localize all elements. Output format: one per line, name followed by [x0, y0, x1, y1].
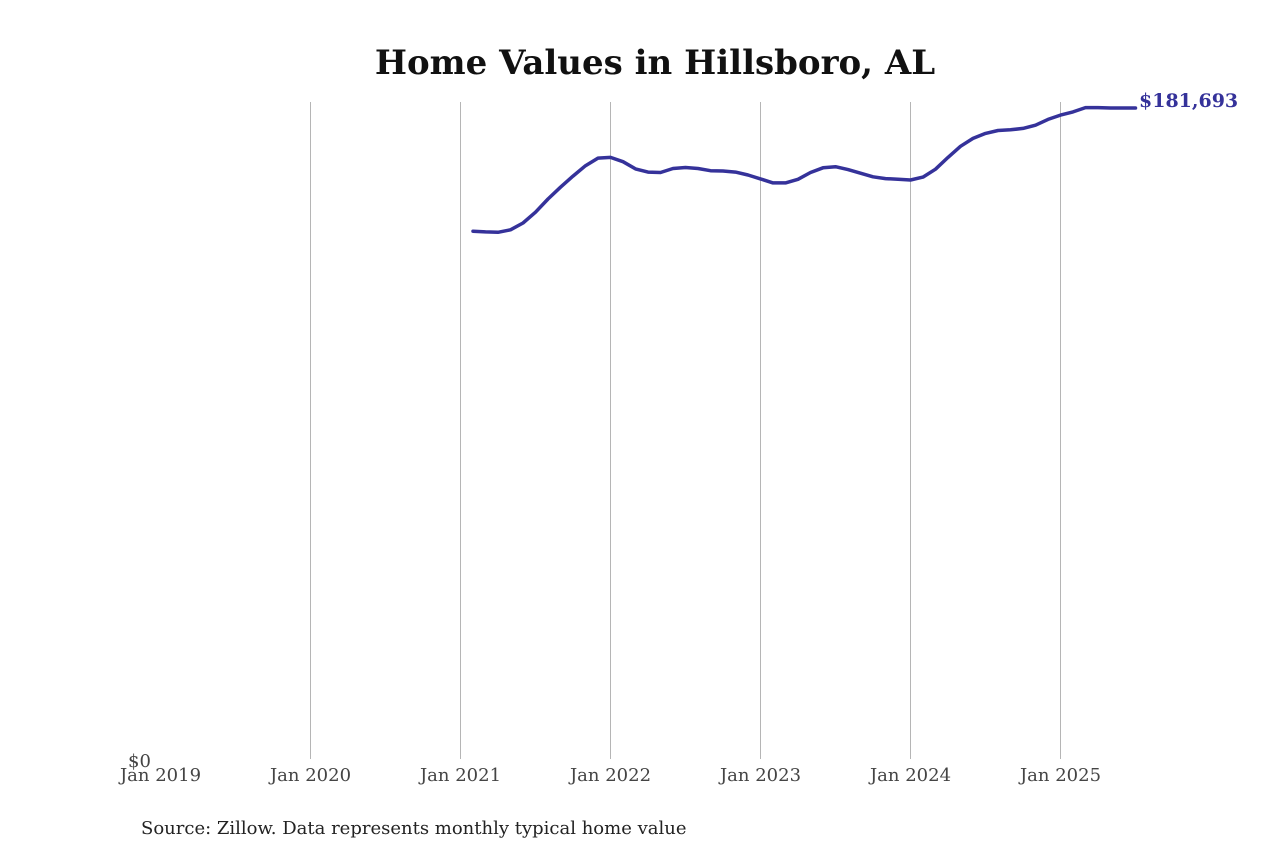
vertical-gridlines — [310, 102, 1061, 759]
x-tick-label: Jan 2019 — [118, 765, 201, 786]
x-tick-label: Jan 2021 — [418, 765, 501, 786]
x-tick-label: Jan 2023 — [718, 765, 801, 786]
home-value-series-line — [471, 105, 1138, 235]
y-tick-label-zero: $0 — [128, 751, 151, 772]
latest-value-label: $181,693 — [1139, 90, 1238, 112]
chart-title: Home Values in Hillsboro, AL — [375, 43, 935, 83]
x-tick-label: Jan 2020 — [268, 765, 351, 786]
x-tick-label: Jan 2024 — [868, 765, 951, 786]
source-note: Source: Zillow. Data represents monthly … — [141, 818, 687, 839]
x-axis-tick-labels: Jan 2019 Jan 2020 Jan 2021 Jan 2022 Jan 2023… — [118, 765, 1101, 786]
x-tick-label: Jan 2022 — [568, 765, 651, 786]
x-tick-label: Jan 2025 — [1018, 765, 1101, 786]
